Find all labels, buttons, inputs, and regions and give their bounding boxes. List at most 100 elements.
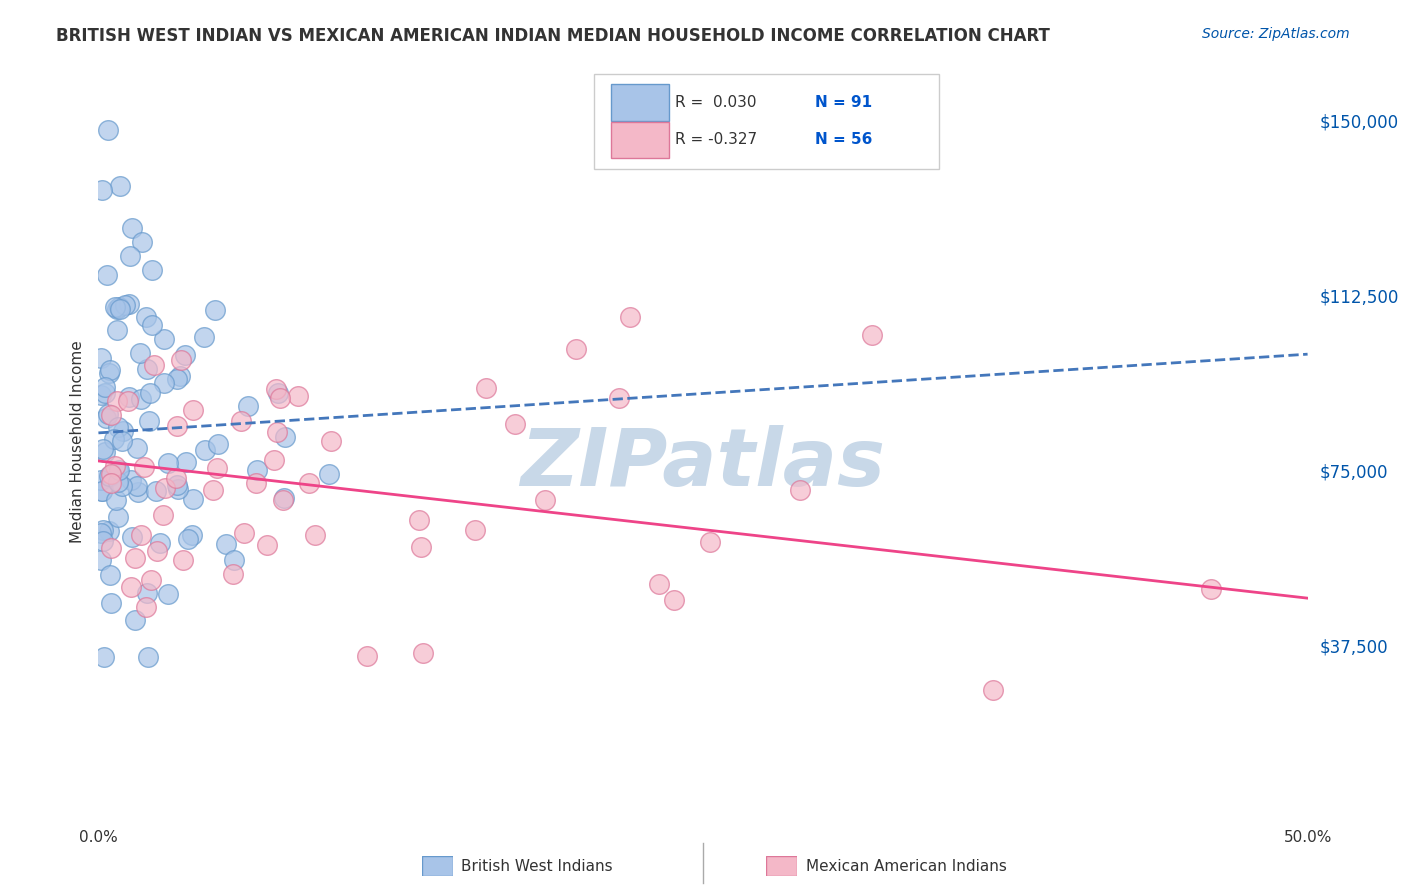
Point: [408, 513, 430, 527]
Point: [166, 418, 188, 433]
Point: [565, 343, 588, 357]
Point: [464, 523, 486, 537]
Point: [245, 475, 267, 490]
Point: [93, 650, 115, 665]
Point: [120, 580, 142, 594]
Point: [153, 333, 176, 347]
Point: [789, 483, 811, 498]
Point: [117, 394, 139, 409]
Point: [194, 443, 217, 458]
Text: British West Indians: British West Indians: [461, 859, 613, 873]
Point: [149, 536, 172, 550]
Point: [90, 183, 112, 197]
Point: [356, 648, 378, 663]
Point: [215, 537, 238, 551]
Point: [152, 376, 174, 390]
Point: [1199, 582, 1222, 596]
Point: [409, 540, 432, 554]
Point: [173, 349, 195, 363]
Point: [131, 528, 153, 542]
Point: [90, 351, 112, 365]
Point: [94, 445, 117, 459]
Point: [127, 441, 149, 455]
Point: [619, 310, 641, 324]
Point: [104, 300, 127, 314]
Point: [107, 475, 129, 490]
Point: [166, 478, 188, 492]
Point: [274, 430, 297, 444]
Point: [98, 469, 121, 483]
Point: [121, 221, 143, 235]
Point: [229, 414, 252, 428]
Point: [304, 527, 326, 541]
Point: [264, 382, 287, 396]
Point: [98, 568, 121, 582]
Point: [124, 613, 146, 627]
Point: [648, 577, 671, 591]
Point: [98, 469, 121, 483]
Point: [111, 434, 134, 448]
Point: [97, 408, 120, 422]
Point: [98, 524, 121, 538]
Point: [170, 353, 193, 368]
Point: [269, 391, 291, 405]
Point: [169, 369, 191, 384]
Point: [107, 464, 129, 478]
Point: [131, 235, 153, 249]
Text: Source: ZipAtlas.com: Source: ZipAtlas.com: [1202, 27, 1350, 41]
Point: [135, 310, 157, 324]
Text: Mexican American Indians: Mexican American Indians: [806, 859, 1007, 873]
Text: ZIPatlas: ZIPatlas: [520, 425, 886, 503]
Point: [111, 478, 134, 492]
Point: [93, 523, 115, 537]
Point: [108, 302, 131, 317]
Point: [981, 683, 1004, 698]
Point: [287, 389, 309, 403]
Point: [207, 437, 229, 451]
Point: [105, 301, 128, 316]
Point: [263, 452, 285, 467]
Point: [98, 363, 121, 377]
Point: [609, 391, 631, 405]
FancyBboxPatch shape: [612, 85, 669, 120]
Point: [156, 587, 179, 601]
Point: [222, 567, 245, 582]
Point: [246, 463, 269, 477]
Point: [136, 650, 159, 665]
Point: [181, 403, 204, 417]
Point: [96, 410, 118, 425]
Point: [298, 476, 321, 491]
Point: [90, 484, 112, 499]
Point: [152, 508, 174, 523]
Point: [104, 458, 127, 473]
Point: [166, 482, 188, 496]
Point: [108, 463, 131, 477]
Text: N = 56: N = 56: [815, 132, 873, 147]
Point: [256, 538, 278, 552]
Point: [118, 249, 141, 263]
Point: [183, 492, 205, 507]
Point: [860, 328, 883, 343]
Point: [153, 482, 176, 496]
Point: [267, 386, 290, 401]
Point: [94, 379, 117, 393]
Point: [114, 297, 136, 311]
Point: [111, 424, 134, 438]
Point: [146, 543, 169, 558]
Point: [121, 530, 143, 544]
Point: [104, 492, 127, 507]
Point: [90, 388, 112, 402]
Text: N = 91: N = 91: [815, 95, 873, 110]
Point: [100, 408, 122, 422]
Point: [177, 532, 200, 546]
Point: [90, 525, 112, 540]
Point: [136, 586, 159, 600]
Point: [318, 467, 340, 481]
Point: [103, 432, 125, 446]
Point: [108, 300, 131, 314]
Point: [94, 386, 117, 401]
Point: [100, 541, 122, 555]
Point: [91, 534, 114, 549]
Point: [273, 491, 295, 505]
Point: [108, 179, 131, 194]
